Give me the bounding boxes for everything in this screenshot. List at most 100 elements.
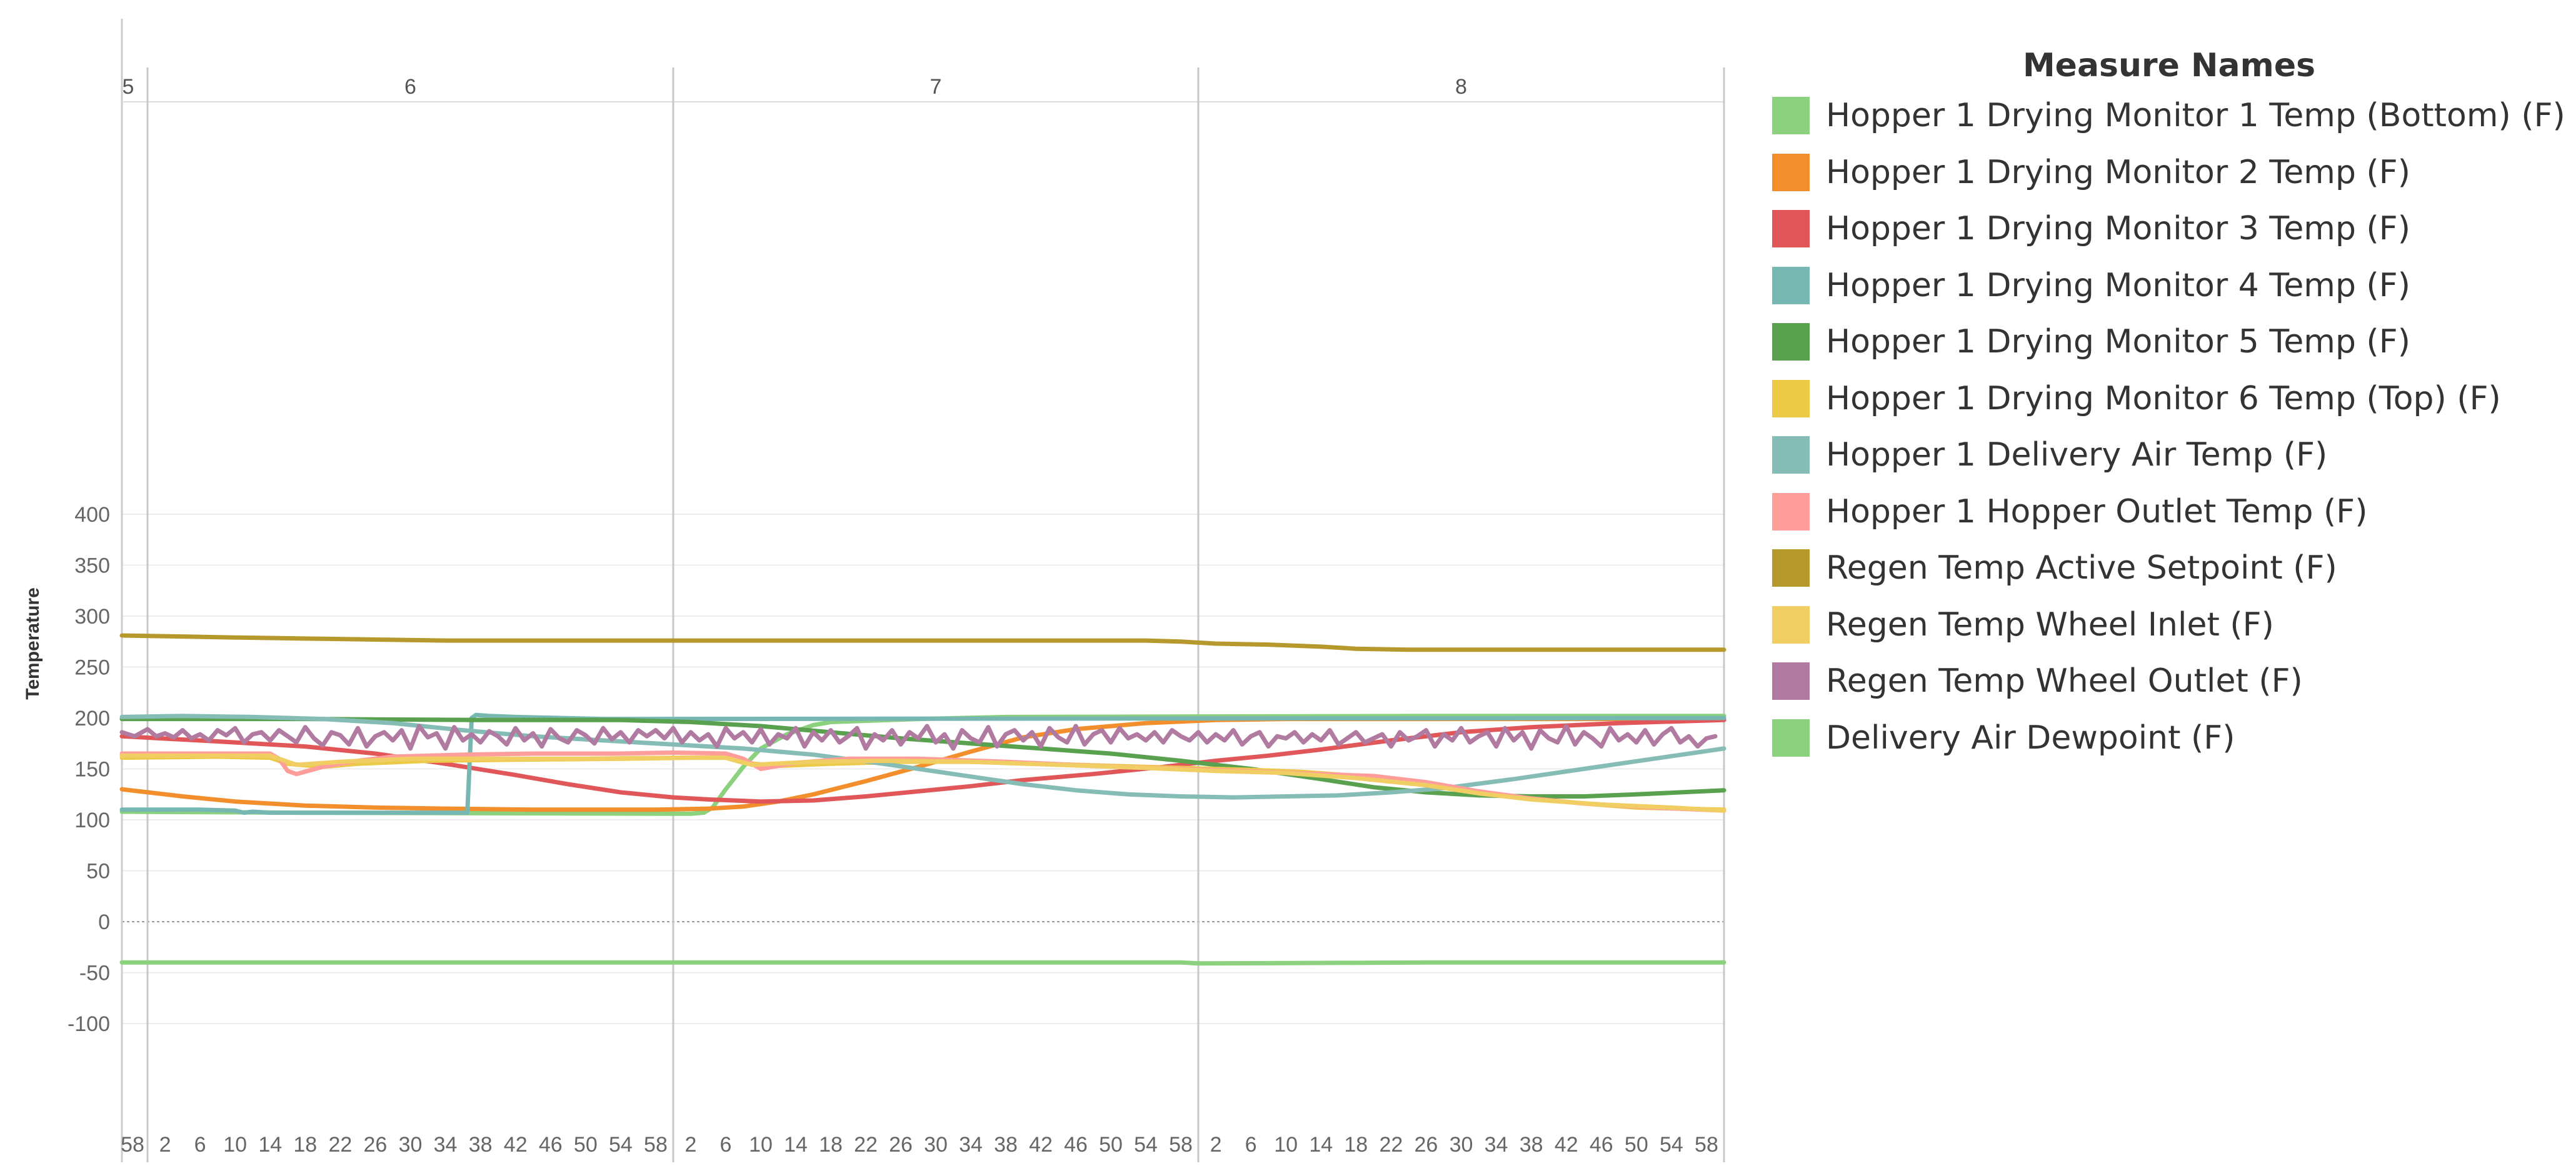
legend-swatch [1772, 492, 1810, 531]
pane-frames [121, 19, 1725, 1162]
legend-label: Regen Temp Wheel Inlet (F) [1826, 605, 2274, 644]
x-tick-label: 30 [924, 1133, 948, 1157]
x-tick-label: 42 [504, 1133, 528, 1157]
y-tick-label: 300 [74, 605, 110, 629]
x-tick-label: 58 [1169, 1133, 1193, 1157]
legend-label: Regen Temp Wheel Outlet (F) [1826, 662, 2303, 700]
y-tick-label: 150 [74, 758, 110, 782]
x-tick-label: 34 [1485, 1133, 1508, 1157]
series-line-11 [119, 960, 1727, 966]
x-tick-label: 2 [159, 1133, 171, 1157]
x-tick-label: 14 [258, 1133, 282, 1157]
y-tick-label: 400 [74, 503, 110, 527]
x-tick-label: 42 [1029, 1133, 1053, 1157]
x-tick-label: 14 [1309, 1133, 1333, 1157]
y-tick-label: 350 [74, 554, 110, 578]
x-tick-label: 14 [784, 1133, 808, 1157]
x-tick-label: 50 [1099, 1133, 1123, 1157]
legend-label: Hopper 1 Drying Monitor 1 Temp (Bottom) … [1826, 97, 2565, 135]
x-tick-label: 2 [685, 1133, 697, 1157]
y-tick-label: -100 [68, 1012, 110, 1036]
legend: Measure Names Hopper 1 Drying Monitor 1 … [1772, 44, 2566, 766]
legend-label: Hopper 1 Hopper Outlet Temp (F) [1826, 492, 2368, 531]
legend-item[interactable]: Delivery Air Dewpoint (F) [1772, 710, 2566, 767]
legend-swatch [1772, 549, 1810, 587]
x-tick-label: 10 [1274, 1133, 1298, 1157]
legend-item[interactable]: Regen Temp Active Setpoint (F) [1772, 540, 2566, 597]
x-tick-label: 30 [1450, 1133, 1473, 1157]
pane-labels: 5 6 7 8 [123, 75, 1467, 99]
x-tick-label: 42 [1555, 1133, 1578, 1157]
series-line-1 [119, 717, 1727, 812]
legend-swatch [1772, 153, 1810, 191]
series-line-6 [119, 714, 1727, 800]
x-tick-label: 54 [1134, 1133, 1158, 1157]
legend-swatch [1772, 379, 1810, 417]
legend-item[interactable]: Hopper 1 Drying Monitor 2 Temp (F) [1772, 144, 2566, 201]
legend-swatch [1772, 662, 1810, 700]
x-tick-label: 34 [434, 1133, 458, 1157]
y-axis-ticks: -100 -50 0 50 100 150 200 250 300 350 400 [68, 503, 110, 1036]
x-tick-label: 18 [293, 1133, 317, 1157]
legend-swatch [1772, 97, 1810, 135]
legend-swatch [1772, 266, 1810, 304]
x-tick-label: 22 [854, 1133, 878, 1157]
legend-swatch [1772, 210, 1810, 248]
x-tick-label: 58 [1695, 1133, 1718, 1157]
x-tick-label: 6 [720, 1133, 732, 1157]
legend-label: Hopper 1 Drying Monitor 6 Temp (Top) (F) [1826, 379, 2501, 417]
x-tick-label: 18 [1344, 1133, 1368, 1157]
legend-swatch [1772, 323, 1810, 361]
series-line-8 [119, 633, 1727, 652]
y-tick-label: 0 [98, 910, 110, 934]
series-line-10 [119, 724, 1718, 751]
legend-item[interactable]: Hopper 1 Drying Monitor 5 Temp (F) [1772, 314, 2566, 371]
x-tick-label: 34 [959, 1133, 983, 1157]
x-tick-label: 54 [609, 1133, 633, 1157]
legend-label: Hopper 1 Drying Monitor 5 Temp (F) [1826, 323, 2410, 361]
y-tick-label: -50 [79, 962, 110, 985]
legend-item[interactable]: Hopper 1 Hopper Outlet Temp (F) [1772, 484, 2566, 541]
y-tick-label: 50 [86, 860, 110, 884]
x-tick-label: 54 [1660, 1133, 1683, 1157]
x-tick-label: 46 [1590, 1133, 1613, 1157]
legend-item[interactable]: Hopper 1 Drying Monitor 1 Temp (Bottom) … [1772, 87, 2566, 144]
x-tick-label: 30 [399, 1133, 423, 1157]
x-tick-label: 46 [539, 1133, 563, 1157]
legend-label: Hopper 1 Delivery Air Temp (F) [1826, 436, 2328, 474]
x-tick-label: 46 [1064, 1133, 1088, 1157]
x-tick-label: 50 [1625, 1133, 1648, 1157]
x-tick-label: 58 [644, 1133, 668, 1157]
y-tick-label: 250 [74, 656, 110, 680]
legend-label: Hopper 1 Drying Monitor 3 Temp (F) [1826, 210, 2410, 248]
x-tick-label: 58 [121, 1133, 144, 1157]
legend-label: Hopper 1 Drying Monitor 4 Temp (F) [1826, 266, 2410, 304]
legend-item[interactable]: Regen Temp Wheel Outlet (F) [1772, 653, 2566, 710]
x-tick-label: 26 [1415, 1133, 1438, 1157]
x-tick-label: 6 [194, 1133, 206, 1157]
pane-label: 6 [404, 75, 416, 99]
series-line-7 [119, 750, 1727, 813]
x-tick-label: 38 [469, 1133, 493, 1157]
legend-item[interactable]: Hopper 1 Drying Monitor 6 Temp (Top) (F) [1772, 371, 2566, 427]
x-axis-ticks: 58 2 6 10 14 18 22 26 30 34 38 42 46 50 54 58 2 6 10 14 18 22… [121, 1133, 1718, 1157]
series-line-3 [119, 712, 1727, 815]
x-tick-label: 10 [749, 1133, 773, 1157]
legend-swatch [1772, 605, 1810, 644]
legend-items: Hopper 1 Drying Monitor 1 Temp (Bottom) … [1772, 87, 2566, 766]
x-tick-label: 38 [1520, 1133, 1543, 1157]
series-line-9 [119, 753, 1727, 813]
x-tick-label: 26 [889, 1133, 913, 1157]
y-tick-label: 200 [74, 707, 110, 730]
x-tick-label: 26 [364, 1133, 388, 1157]
x-tick-label: 38 [994, 1133, 1018, 1157]
x-tick-label: 50 [574, 1133, 598, 1157]
x-tick-label: 10 [223, 1133, 247, 1157]
x-tick-label: 6 [1245, 1133, 1257, 1157]
x-tick-label: 2 [1210, 1133, 1222, 1157]
legend-item[interactable]: Regen Temp Wheel Inlet (F) [1772, 597, 2566, 654]
legend-item[interactable]: Hopper 1 Drying Monitor 3 Temp (F) [1772, 201, 2566, 257]
legend-item[interactable]: Hopper 1 Drying Monitor 4 Temp (F) [1772, 257, 2566, 314]
legend-item[interactable]: Hopper 1 Delivery Air Temp (F) [1772, 427, 2566, 484]
